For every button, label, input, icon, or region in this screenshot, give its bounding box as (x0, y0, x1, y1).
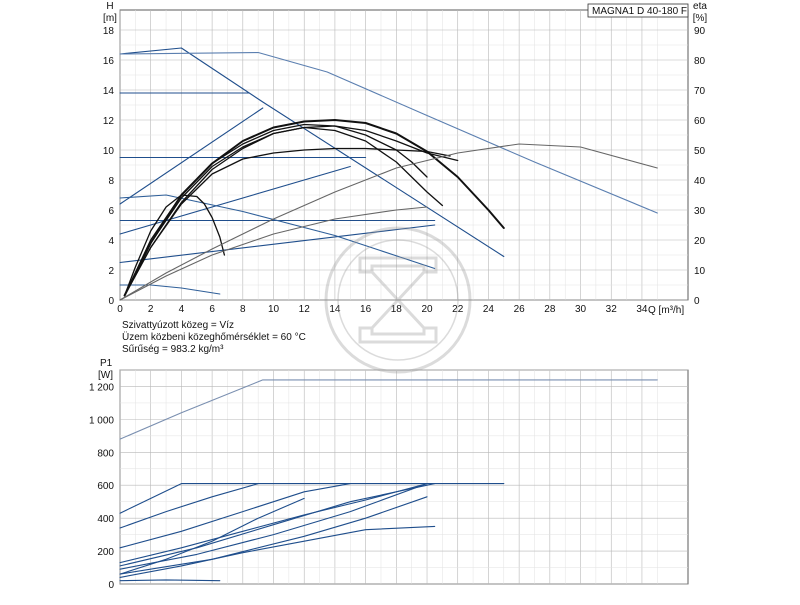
power-tick-label: 1 000 (89, 415, 114, 426)
head-duty-curve-line (123, 125, 459, 297)
power-axis-unit: [W] (98, 370, 113, 381)
power-power-curve-line (119, 483, 436, 567)
power-chart-series (119, 379, 658, 582)
flow-axis-label: Q [m³/h] (648, 305, 684, 316)
head-tick-label: 0 (108, 296, 114, 307)
head-proportional-pressure-line (119, 224, 436, 264)
flow-tick-label: 14 (329, 304, 341, 315)
head-system-curve-line (119, 284, 221, 295)
eta-tick-label: 30 (694, 206, 706, 217)
eta-axis-symbol: eta (693, 1, 707, 12)
head-tick-label: 14 (103, 86, 115, 97)
flow-tick-label: 18 (391, 304, 403, 315)
flow-tick-label: 24 (483, 304, 495, 315)
head-axis-symbol: H (106, 1, 113, 12)
head-tick-label: 12 (103, 116, 115, 127)
flow-tick-label: 12 (299, 304, 311, 315)
head-proportional-pressure-line (119, 107, 264, 205)
head-max-curve-line (119, 47, 505, 258)
head-tick-label: 4 (108, 236, 114, 247)
flow-tick-label: 20 (421, 304, 433, 315)
model-label: MAGNA1 D 40-180 F (592, 6, 687, 17)
power-tick-label: 1 200 (89, 382, 114, 393)
eta-tick-label: 90 (694, 26, 706, 37)
head-chart-series (119, 47, 658, 301)
eta-tick-label: 40 (694, 176, 706, 187)
eta-tick-label: 10 (694, 266, 706, 277)
power-power-curve-line (119, 483, 428, 564)
flow-tick-label: 28 (544, 304, 556, 315)
flow-tick-label: 2 (148, 304, 154, 315)
flow-tick-label: 0 (117, 304, 123, 315)
power-power-curve-line (119, 483, 505, 514)
flow-tick-label: 4 (179, 304, 185, 315)
power-axis-symbol: P1 (100, 358, 113, 369)
head-tick-label: 16 (103, 56, 115, 67)
flow-tick-label: 30 (575, 304, 587, 315)
power-power-curve-line (119, 525, 436, 578)
power-tick-label: 0 (108, 580, 114, 591)
power-tick-label: 600 (97, 481, 114, 492)
head-tick-label: 18 (103, 26, 115, 37)
flow-tick-label: 6 (209, 304, 215, 315)
flow-tick-label: 22 (452, 304, 464, 315)
power-power-curve-line (119, 483, 259, 529)
eta-axis-unit: [%] (693, 13, 708, 24)
power-tick-label: 800 (97, 448, 114, 459)
head-efficiency-line (119, 206, 428, 301)
head-system-curve-line (119, 194, 436, 270)
info-line-medium: Szivattyúzott közeg = Víz (122, 320, 234, 331)
power-chart-grid (119, 369, 689, 585)
info-line-temperature: Üzem közbeni közeghőmérséklet = 60 °C (122, 331, 306, 343)
head-proportional-pressure-line (119, 165, 351, 235)
eta-tick-label: 20 (694, 236, 706, 247)
flow-tick-label: 16 (360, 304, 372, 315)
flow-tick-label: 34 (636, 304, 648, 315)
eta-tick-label: 80 (694, 56, 706, 67)
axis-labels: 0 2 4 6 8 10 12 14 16 18 20 22 24 26 28 30 32 34024681012… (89, 26, 706, 591)
eta-tick-label: 0 (694, 296, 700, 307)
power-tick-label: 200 (97, 547, 114, 558)
power-tick-label: 400 (97, 514, 114, 525)
power-max-power-line (119, 379, 658, 440)
power-power-curve-line (119, 497, 305, 575)
power-power-curve-line (119, 483, 428, 570)
model-label-box (587, 3, 689, 18)
head-tick-label: 8 (108, 176, 114, 187)
flow-tick-label: 10 (268, 304, 280, 315)
info-line-density: Sűrűség = 983.2 kg/m³ (122, 344, 224, 355)
head-axis-unit: [m] (103, 13, 117, 24)
head-tick-label: 6 (108, 206, 114, 217)
head-duty-curve-line (123, 147, 451, 297)
eta-tick-label: 50 (694, 146, 706, 157)
head-duty-curve-line (123, 119, 505, 297)
head-max-curve-twin-line (119, 51, 658, 214)
power-power-curve-line (119, 483, 351, 549)
eta-tick-label: 70 (694, 86, 706, 97)
power-power-curve-line (119, 579, 221, 582)
flow-tick-label: 8 (240, 304, 246, 315)
eta-tick-label: 60 (694, 116, 706, 127)
flow-tick-label: 32 (606, 304, 618, 315)
head-tick-label: 2 (108, 266, 114, 277)
power-power-curve-line (119, 496, 428, 575)
head-efficiency-line (119, 143, 658, 301)
flow-tick-label: 26 (514, 304, 526, 315)
watermark-logo (324, 226, 472, 374)
head-tick-label: 10 (103, 146, 115, 157)
